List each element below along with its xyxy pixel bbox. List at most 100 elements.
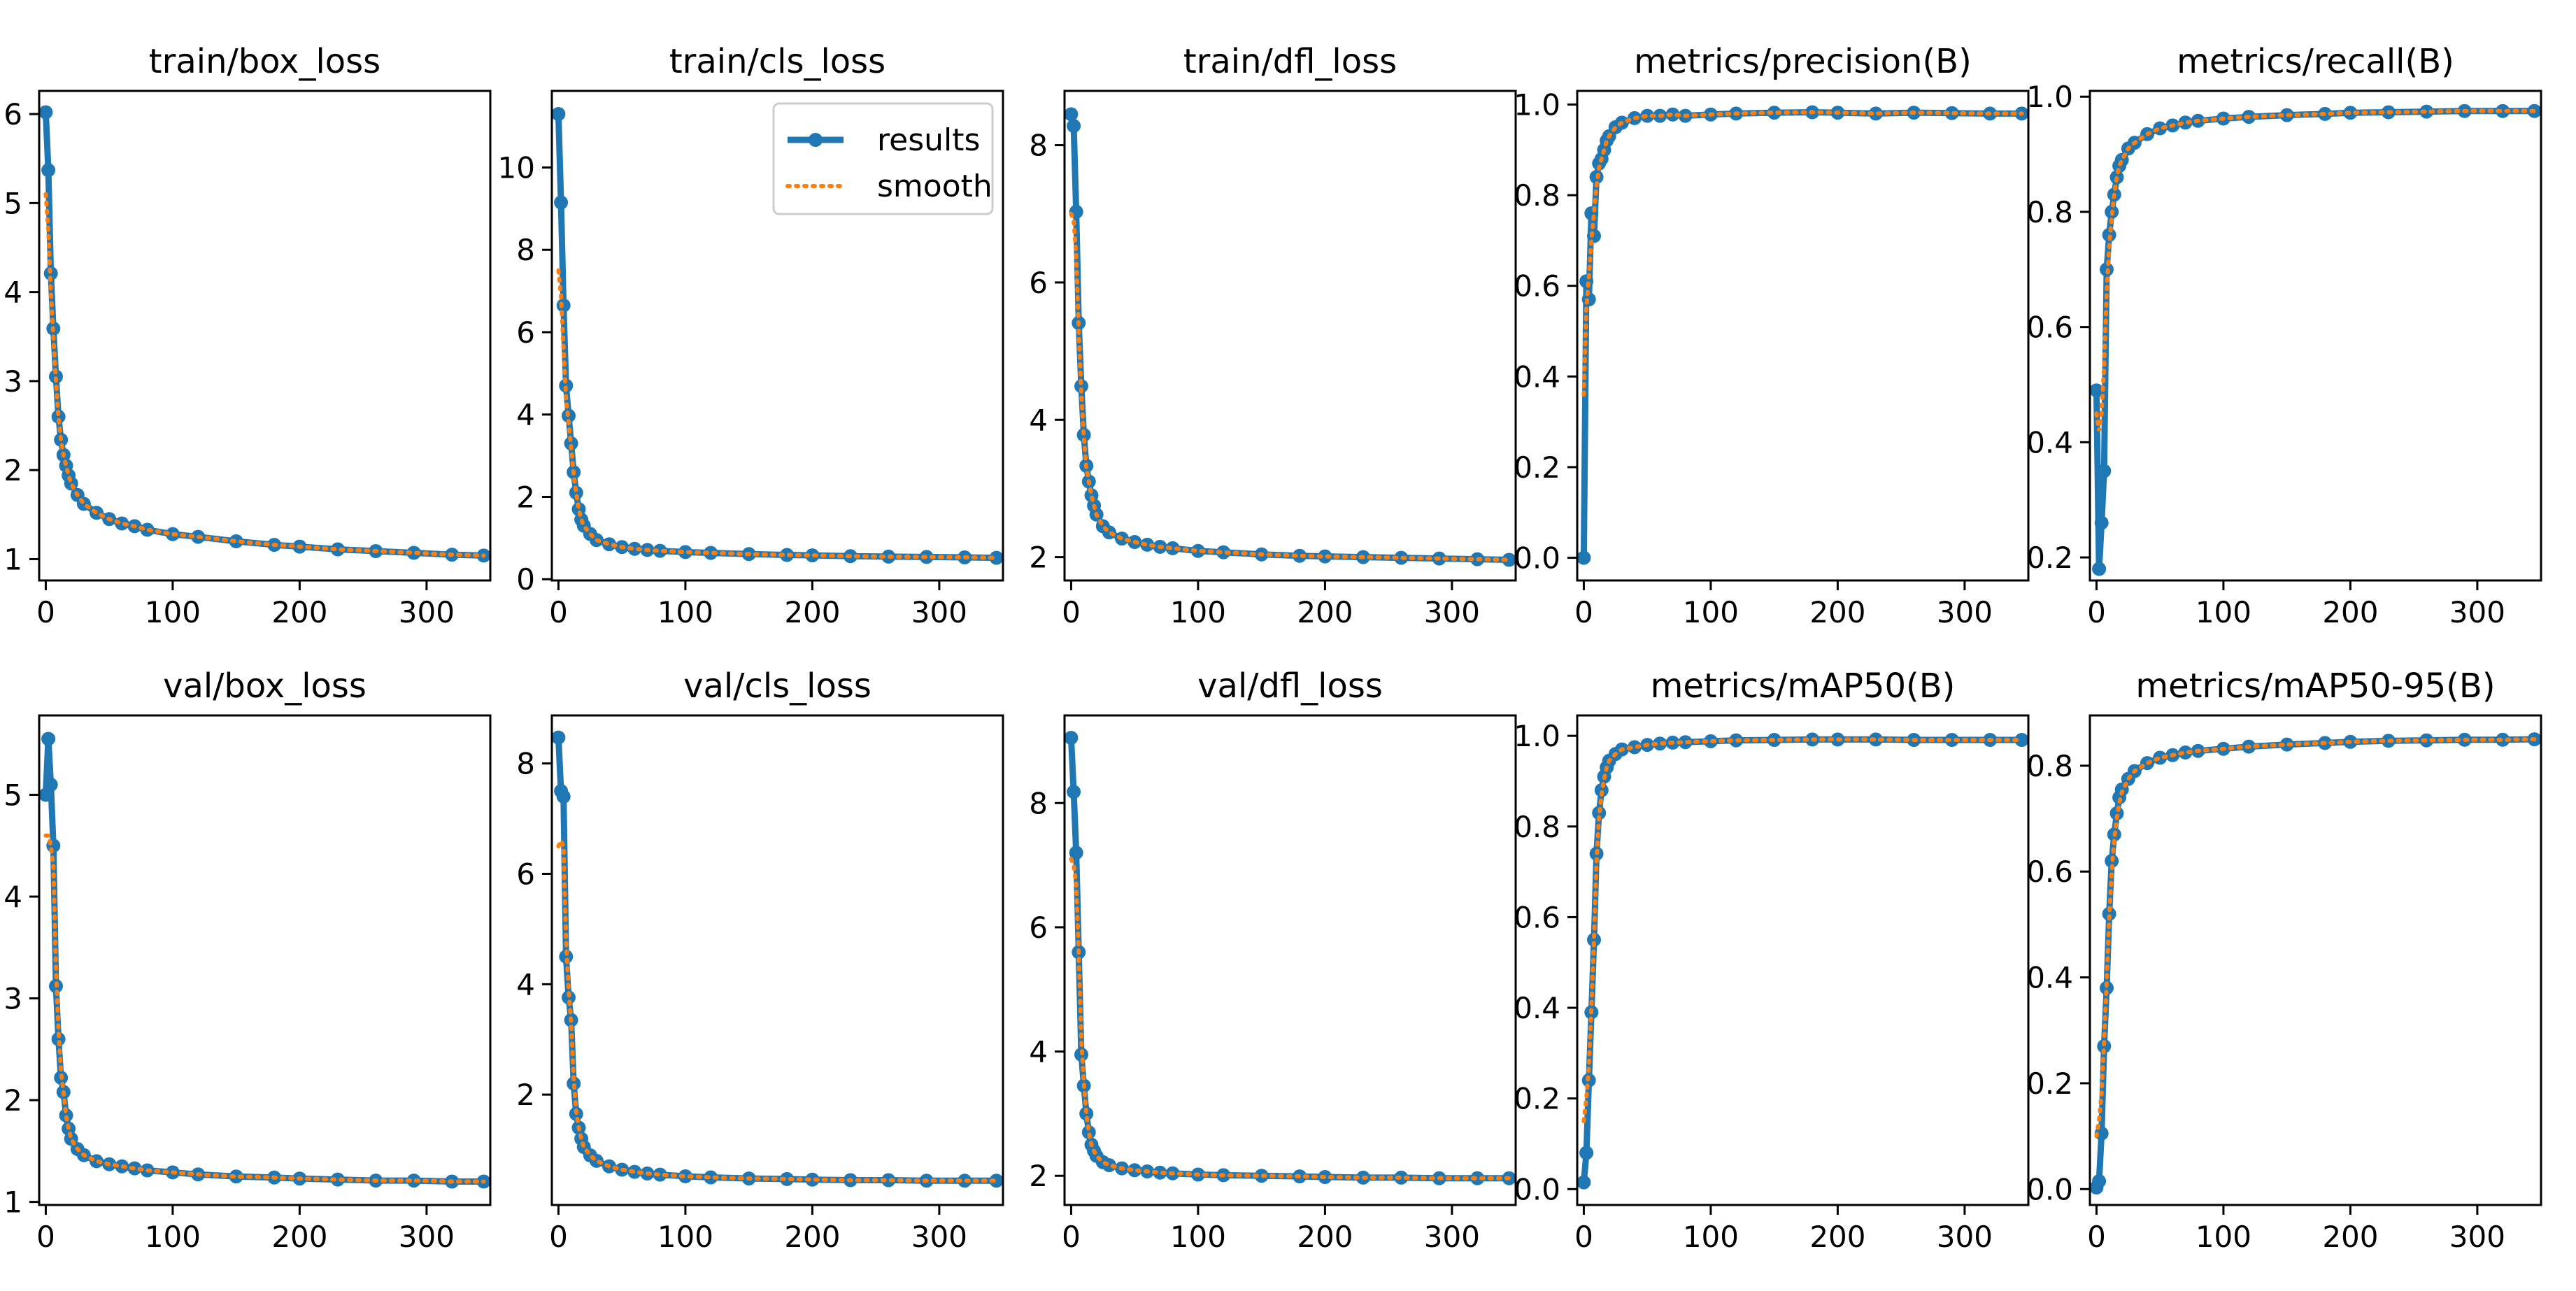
y-tick-label: 3 [3, 982, 22, 1016]
x-tick-label: 100 [1170, 1220, 1226, 1254]
data-point-results [406, 545, 421, 560]
x-tick-label: 300 [1424, 1220, 1480, 1254]
y-tick-label: 4 [1029, 403, 1048, 437]
panel-title: val/dfl_loss [1197, 666, 1383, 706]
axes-frame [2088, 714, 2542, 1206]
y-tick-label: 4 [3, 276, 22, 310]
panel-train-box-loss: train/box_loss 0 100 200 300 1 2 3 4 5 6 [3, 42, 492, 629]
y-tick-label: 2 [1029, 541, 1048, 575]
data-point-results [51, 409, 66, 424]
x-tick-label: 100 [2196, 1220, 2251, 1254]
y-tick-label: 0.2 [1514, 1082, 1560, 1116]
data-point-results [2092, 1174, 2107, 1188]
x-tick-label: 100 [657, 1220, 713, 1254]
panel-val-dfl-loss: val/dfl_loss 0 100 200 300 2 4 6 8 [1029, 666, 1517, 1254]
series-line-smooth [1069, 211, 1511, 562]
data-point-results [1069, 846, 1083, 860]
x-tick-label: 200 [2322, 595, 2378, 629]
data-point-results [559, 949, 574, 964]
x-tick-label: 0 [1574, 595, 1593, 629]
data-point-results [2092, 562, 2107, 576]
data-point-results [1074, 379, 1088, 394]
data-point-results [1318, 549, 1332, 564]
y-tick-label: 3 [3, 364, 22, 399]
x-tick-label: 100 [1683, 1220, 1739, 1254]
data-point-results [1293, 548, 1307, 563]
y-tick-label: 8 [1029, 786, 1048, 820]
x-tick-label: 300 [2449, 1220, 2505, 1254]
legend-marker-results [809, 133, 823, 147]
x-tick-label: 0 [2087, 1220, 2106, 1254]
data-point-results [780, 1171, 795, 1186]
x-tick-label: 200 [1809, 1220, 1865, 1254]
x-tick-label: 200 [1297, 595, 1353, 629]
y-tick-label: 6 [3, 97, 22, 131]
data-point-results [564, 436, 578, 450]
y-tick-label: 0.8 [2026, 749, 2073, 783]
x-tick-label: 100 [145, 595, 201, 629]
data-point-results [330, 542, 345, 557]
y-tick-label: 0.8 [1514, 178, 1560, 213]
axes-frame [1576, 90, 2030, 582]
data-point-results [552, 107, 566, 121]
plot-area [552, 730, 1003, 1188]
data-point-results [1944, 733, 1959, 747]
data-point-results [1587, 932, 1601, 947]
axes-frame [550, 90, 1004, 582]
data-point-results [43, 778, 58, 792]
y-tick-label: 0.6 [1514, 900, 1560, 934]
y-tick-label: 4 [516, 398, 535, 432]
plot-area [1065, 731, 1516, 1185]
data-point-results [41, 163, 56, 178]
data-point-results [2090, 383, 2104, 398]
panel-title: train/cls_loss [669, 42, 885, 81]
data-point-results [2100, 980, 2114, 995]
data-point-results [1594, 783, 1609, 797]
x-tick-label: 300 [911, 595, 967, 629]
axes-frame [1063, 714, 1517, 1206]
series-line-smooth [556, 835, 999, 1183]
data-point-results [704, 1170, 718, 1185]
series-line-smooth [2094, 108, 2537, 431]
x-tick-label: 0 [549, 595, 568, 629]
y-tick-label: 1 [3, 542, 22, 576]
y-tick-label: 8 [516, 233, 535, 267]
panel-val-box-loss: val/box_loss 0 100 200 300 1 2 3 4 5 [3, 666, 492, 1254]
data-point-results [2178, 746, 2193, 759]
y-tick-label: 0.0 [1514, 541, 1560, 576]
y-tick-label: 1.0 [2026, 80, 2073, 114]
plot-area [39, 732, 490, 1189]
series-line-smooth [1581, 737, 2024, 1124]
x-tick-label: 100 [145, 1220, 201, 1254]
x-tick-label: 0 [549, 1220, 568, 1254]
data-point-results [704, 545, 718, 560]
y-tick-label: 0.2 [1514, 450, 1560, 485]
y-tick-label: 2 [1029, 1159, 1048, 1193]
x-tick-label: 300 [2449, 595, 2505, 629]
data-point-results [1577, 550, 1591, 565]
x-tick-label: 100 [1683, 595, 1739, 629]
y-tick-label: 0.4 [2026, 961, 2073, 995]
data-point-results [556, 790, 571, 804]
data-point-results [1140, 537, 1155, 552]
legend-label-results: results [877, 122, 980, 158]
y-tick-label: 5 [3, 186, 22, 220]
x-tick-label: 300 [1937, 1220, 1993, 1254]
y-tick-label: 0.4 [2026, 425, 2073, 459]
legend: results smooth [772, 102, 994, 215]
x-tick-label: 100 [2196, 595, 2251, 629]
y-tick-label: 0.6 [1514, 269, 1560, 304]
data-point-results [1216, 545, 1231, 559]
x-tick-label: 200 [2322, 1220, 2378, 1254]
data-point-results [678, 545, 692, 559]
panel-title: metrics/mAP50-95(B) [2135, 666, 2495, 706]
y-tick-label: 1.0 [1514, 87, 1560, 122]
data-point-results [2102, 906, 2116, 921]
y-tick-label: 0.0 [1514, 1172, 1560, 1206]
data-point-results [115, 516, 129, 531]
data-point-results [1065, 731, 1079, 745]
panel-train-cls-loss: train/cls_loss 0 100 200 300 0 2 4 6 8 10 results sm… [498, 42, 1004, 629]
axes-frame [2088, 90, 2542, 582]
data-point-results [2496, 104, 2510, 118]
